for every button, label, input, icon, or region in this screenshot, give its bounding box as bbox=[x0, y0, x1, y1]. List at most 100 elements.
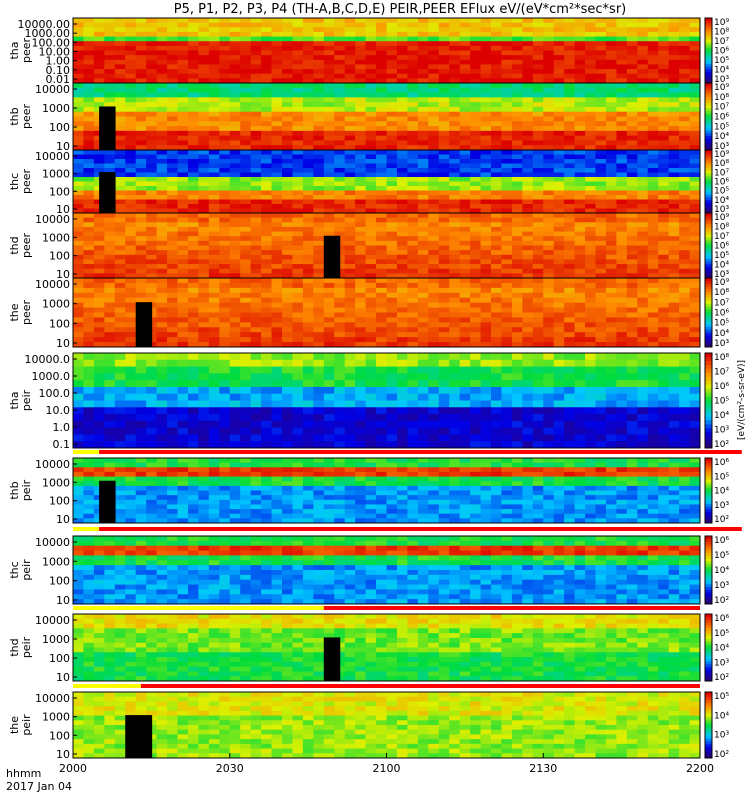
spectrogram-cell bbox=[125, 135, 137, 141]
spectrogram-cell bbox=[480, 342, 492, 348]
spectrogram-cell bbox=[679, 163, 690, 169]
spectrogram-cell bbox=[261, 55, 272, 61]
spectrogram-cell bbox=[459, 130, 471, 137]
spectrogram-cell bbox=[73, 264, 84, 270]
spectrogram-cell bbox=[167, 69, 178, 75]
spectrogram-cell bbox=[511, 111, 523, 117]
spectrogram-cell bbox=[271, 126, 283, 132]
spectrogram-cell bbox=[511, 186, 523, 191]
spectrogram-cell bbox=[574, 92, 586, 98]
spectrogram-cell bbox=[501, 64, 513, 70]
spectrogram-cell bbox=[407, 102, 419, 108]
spectrogram-cell bbox=[522, 83, 534, 89]
spectrogram-cell bbox=[271, 380, 283, 388]
spectrogram-cell bbox=[438, 181, 450, 187]
spectrogram-cell bbox=[491, 154, 502, 160]
spectrogram-cell bbox=[376, 168, 387, 173]
spectrogram-cell bbox=[355, 337, 366, 343]
spectrogram-cell bbox=[187, 150, 199, 155]
spectrogram-cell bbox=[449, 393, 461, 401]
spectrogram-cell bbox=[323, 168, 335, 173]
spectrogram-cell bbox=[83, 268, 95, 274]
spectrogram-cell bbox=[271, 222, 283, 228]
y-tick-label: 10 bbox=[56, 268, 70, 281]
spectrogram-cell bbox=[167, 312, 178, 318]
spectrogram-cell bbox=[511, 226, 523, 232]
spectrogram-cell bbox=[229, 121, 241, 127]
spectrogram-cell bbox=[386, 50, 398, 56]
spectrogram-cell bbox=[386, 217, 398, 223]
spectrogram-cell bbox=[302, 222, 314, 228]
spectrogram-cell bbox=[668, 59, 680, 65]
spectrogram-cell bbox=[553, 254, 565, 260]
spectrogram-cell bbox=[125, 273, 137, 279]
spectrogram-cell bbox=[480, 332, 492, 338]
spectrogram-cell bbox=[93, 73, 105, 79]
spectrogram-cell bbox=[187, 55, 199, 61]
spectrogram-cell bbox=[125, 287, 137, 294]
spectrogram-cell bbox=[417, 102, 429, 108]
spectrogram-cell bbox=[658, 159, 670, 164]
spectrogram-cell bbox=[219, 373, 231, 381]
spectrogram-cell bbox=[428, 130, 440, 137]
spectrogram-cell bbox=[177, 31, 189, 37]
spectrogram-cell bbox=[647, 36, 659, 42]
spectrogram-cell bbox=[470, 59, 481, 65]
spectrogram-cell bbox=[208, 393, 220, 401]
spectrogram-cell bbox=[355, 45, 366, 51]
spectrogram-cell bbox=[386, 111, 398, 117]
spectrogram-cell bbox=[553, 240, 565, 246]
spectrogram-cell bbox=[585, 199, 596, 205]
spectrogram-cell bbox=[553, 140, 565, 146]
spectrogram-cell bbox=[292, 83, 304, 89]
spectrogram-cell bbox=[658, 97, 670, 103]
spectrogram-cell bbox=[365, 231, 377, 237]
spectrogram-cell bbox=[428, 250, 440, 256]
spectrogram-cell bbox=[376, 102, 387, 108]
spectrogram-cell bbox=[553, 59, 565, 65]
spectrogram-cell bbox=[396, 36, 408, 42]
spectrogram-cell bbox=[585, 36, 596, 42]
spectrogram-cell bbox=[407, 342, 419, 348]
spectrogram-cell bbox=[271, 87, 283, 93]
spectrogram-cell bbox=[73, 240, 84, 246]
spectrogram-cell bbox=[449, 312, 461, 318]
spectrogram-cell bbox=[501, 41, 513, 47]
spectrogram-cell bbox=[198, 342, 210, 348]
spectrogram-cell bbox=[271, 36, 283, 42]
spectrogram-cell bbox=[365, 150, 377, 155]
spectrogram-cell bbox=[271, 45, 283, 51]
colorbar-swatch bbox=[705, 338, 712, 342]
spectrogram-cell bbox=[637, 407, 649, 415]
spectrogram-cell bbox=[167, 297, 178, 304]
spectrogram-cell bbox=[187, 222, 199, 228]
spectrogram-cell bbox=[73, 22, 84, 28]
spectrogram-cell bbox=[585, 130, 596, 137]
spectrogram-cell bbox=[396, 386, 408, 395]
spectrogram-cell bbox=[93, 236, 105, 242]
spectrogram-cell bbox=[564, 240, 575, 246]
spectrogram-cell bbox=[605, 400, 617, 408]
spectrogram-cell bbox=[334, 342, 346, 348]
spectrogram-cell bbox=[647, 393, 659, 401]
spectrogram-cell bbox=[658, 41, 670, 47]
spectrogram-cell bbox=[261, 195, 272, 200]
spectrogram-cell bbox=[73, 181, 84, 187]
spectrogram-cell bbox=[114, 317, 126, 323]
spectrogram-cell bbox=[177, 259, 189, 265]
spectrogram-cell bbox=[282, 287, 293, 294]
spectrogram-cell bbox=[564, 130, 575, 137]
spectrogram-cell bbox=[407, 190, 419, 196]
spectrogram-cell bbox=[658, 190, 670, 196]
spectrogram-cell bbox=[355, 126, 366, 132]
spectrogram-cell bbox=[146, 373, 157, 381]
spectrogram-cell bbox=[198, 195, 210, 200]
spectrogram-cell bbox=[532, 332, 544, 338]
spectrogram-cell bbox=[595, 353, 607, 361]
spectrogram-cell bbox=[334, 59, 346, 65]
spectrogram-cell bbox=[668, 78, 680, 84]
spectrogram-cell bbox=[83, 45, 95, 51]
spectrogram-cell bbox=[647, 213, 659, 219]
spectrogram-cell bbox=[396, 64, 408, 70]
spectrogram-cell bbox=[658, 273, 670, 279]
